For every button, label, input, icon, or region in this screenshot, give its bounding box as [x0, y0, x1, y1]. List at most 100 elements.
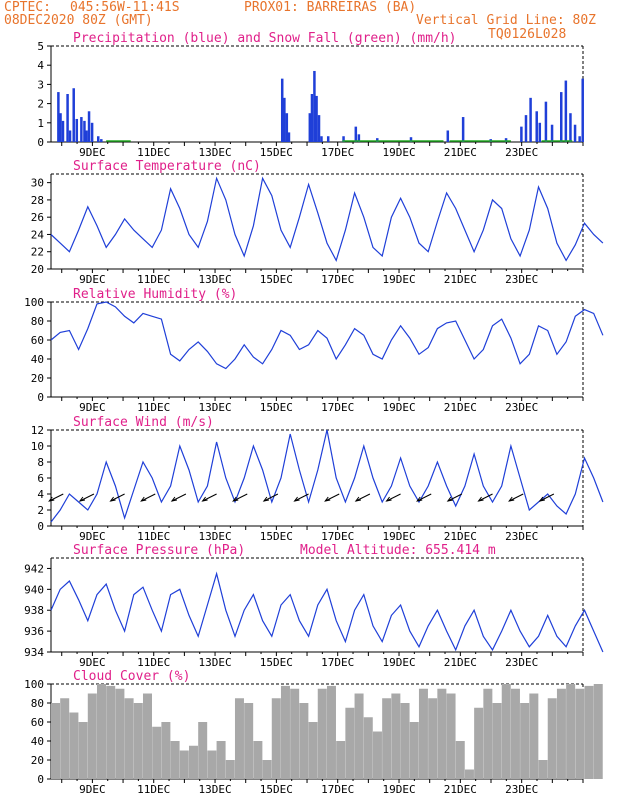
- precip-bar: [538, 122, 542, 142]
- panel-2-xtick-label: 21DEC: [444, 273, 477, 286]
- panel-5-xtick-label: 21DEC: [444, 656, 477, 669]
- panel-3-ytick-label: 0: [37, 391, 44, 404]
- cloud-bar: [133, 703, 143, 779]
- wind-arrow: [355, 493, 371, 502]
- panel-1-xtick-label: 9DEC: [79, 146, 106, 159]
- panel-3-xtick-label: 17DEC: [321, 401, 354, 414]
- panel-5-ytick-label: 936: [24, 625, 44, 638]
- panel-2-xtick-label: 13DEC: [198, 273, 231, 286]
- cloud-bar: [299, 703, 309, 779]
- precip-bar: [57, 92, 60, 142]
- cloud-bar: [179, 750, 189, 779]
- panel-1-ytick-label: 3: [37, 78, 44, 91]
- cloud-bar: [428, 698, 438, 779]
- cloud-bar: [400, 703, 410, 779]
- panel-5-xtick-label: 13DEC: [198, 656, 231, 669]
- panel-4-xtick-label: 11DEC: [137, 530, 170, 543]
- wind-arrow-head: [324, 496, 331, 502]
- cloud-bar: [207, 750, 217, 779]
- precip-bar: [550, 124, 554, 142]
- cloud-bar: [575, 688, 585, 779]
- cloud-bar: [455, 741, 465, 779]
- wind-arrow-head: [416, 496, 423, 502]
- panel-2-title: Surface Temperature (nC): [73, 159, 261, 174]
- wind-arrow-head: [109, 496, 116, 502]
- header-model-code: TQ0126L028: [488, 27, 567, 42]
- panel-6-ytick-label: 100: [24, 678, 44, 691]
- cloud-bar: [501, 684, 511, 779]
- cloud-bar: [326, 685, 336, 779]
- panel-1-xtick-label: 19DEC: [382, 146, 415, 159]
- wind-arrow-head: [354, 496, 361, 502]
- precip-bar: [544, 101, 548, 142]
- wind-arrow: [416, 493, 432, 502]
- panel-1-ytick-label: 4: [37, 59, 44, 72]
- cloud-bar: [225, 760, 235, 779]
- precip-bar: [461, 117, 465, 142]
- cloud-bar: [280, 685, 290, 779]
- cloud-bar: [345, 707, 355, 779]
- panel-4-ytick-label: 8: [37, 456, 44, 469]
- wind-arrow: [325, 493, 340, 502]
- panel-1-xtick-label: 21DEC: [444, 146, 477, 159]
- precip-bar: [520, 126, 523, 142]
- panel-3-series-line: [50, 301, 604, 370]
- cloud-bar: [317, 688, 327, 779]
- panel-2-xtick-label: 11DEC: [137, 273, 170, 286]
- panel-4-xtick-label: 21DEC: [444, 530, 477, 543]
- cloud-bar: [96, 684, 106, 779]
- precip-bar: [66, 94, 69, 142]
- precip-bar: [280, 78, 284, 142]
- precip-bar: [524, 115, 528, 142]
- precip-bar: [87, 111, 91, 142]
- precip-bar: [564, 80, 568, 142]
- panel-3-xtick-label: 15DEC: [260, 401, 293, 414]
- panel-5-ytick-label: 938: [24, 604, 44, 617]
- wind-arrow: [79, 493, 95, 502]
- panel-5-ytick-label: 940: [24, 583, 44, 596]
- panel-4-ytick-label: 10: [31, 440, 44, 453]
- wind-arrow-head: [477, 496, 484, 502]
- header-cptec-label: CPTEC:: [4, 0, 51, 15]
- panel-2-ytick-label: 26: [31, 211, 44, 224]
- panel-2-ytick-label: 28: [31, 194, 44, 207]
- precip-bar: [578, 136, 581, 142]
- cloud-bar: [124, 698, 134, 779]
- panel-1-ytick-label: 2: [37, 98, 44, 111]
- precip-bar: [90, 122, 94, 142]
- panel-3-ytick-label: 80: [31, 315, 44, 328]
- panel-6-ytick-label: 60: [31, 716, 44, 729]
- cloud-bar: [538, 760, 548, 779]
- panel-2-ytick-label: 30: [31, 177, 44, 190]
- cloud-bar: [336, 741, 346, 779]
- wind-arrow: [539, 493, 555, 502]
- cloud-bar: [271, 698, 281, 779]
- cloud-bar: [244, 703, 254, 779]
- wind-arrow: [110, 493, 125, 502]
- panel-2-ytick-label: 22: [31, 246, 44, 259]
- cloud-bar: [418, 688, 428, 779]
- wind-arrow-head: [508, 496, 515, 502]
- wind-arrow-head: [232, 496, 239, 502]
- panel-6-xtick-label: 11DEC: [137, 783, 170, 796]
- wind-arrow-head: [446, 496, 453, 502]
- cloud-bar: [262, 760, 272, 779]
- panel-6-title: Cloud Cover (%): [73, 669, 190, 684]
- panel-5-xtick-label: 15DEC: [260, 656, 293, 669]
- cloud-bar: [382, 698, 392, 779]
- precip-bar: [100, 139, 103, 142]
- panel-4-ytick-label: 12: [31, 424, 44, 437]
- cloud-bar: [198, 722, 208, 779]
- panel-5-xtick-label: 17DEC: [321, 656, 354, 669]
- panel-6-xtick-label: 23DEC: [505, 783, 538, 796]
- wind-arrow: [386, 493, 401, 502]
- precip-bar: [357, 134, 361, 142]
- panel-1-xtick-label: 17DEC: [321, 146, 354, 159]
- cloud-bar: [78, 722, 88, 779]
- panel-4-xtick-label: 23DEC: [505, 530, 538, 543]
- panel-6-ytick-label: 20: [31, 754, 44, 767]
- panel-4-ytick-label: 4: [37, 488, 44, 501]
- cloud-bar: [556, 688, 566, 779]
- panel-2-xtick-label: 19DEC: [382, 273, 415, 286]
- panel-5-annotation: Model Altitude: 655.414 m: [300, 543, 496, 558]
